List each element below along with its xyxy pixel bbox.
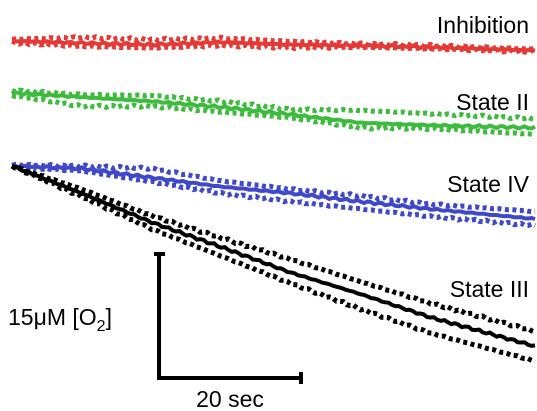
trace-layer [10,33,537,365]
trace-inhibition-mean [11,38,536,53]
trace-state-ii-lower [11,93,536,138]
trace-state-ii-mean [11,90,536,131]
series-label-state-iii: State III [450,276,529,302]
series-label-state-ii: State II [456,89,529,115]
scale-label-concentration: 15μM [O2] [8,304,112,335]
trace-state-iv-upper [11,161,536,214]
series-label-state-iv: State IV [447,171,529,197]
series-label-inhibition: Inhibition [437,12,529,38]
trace-inhibition-upper [11,33,536,52]
trace-state-iii-upper [10,163,536,335]
trace-state-ii-upper [11,87,536,123]
scale-label-time: 20 sec [196,386,264,411]
trace-state-iii-lower [10,163,536,365]
trace-inhibition-lower [11,39,536,55]
trace-state-iii-mean [12,164,536,348]
trace-state-iv-mean [11,163,536,221]
